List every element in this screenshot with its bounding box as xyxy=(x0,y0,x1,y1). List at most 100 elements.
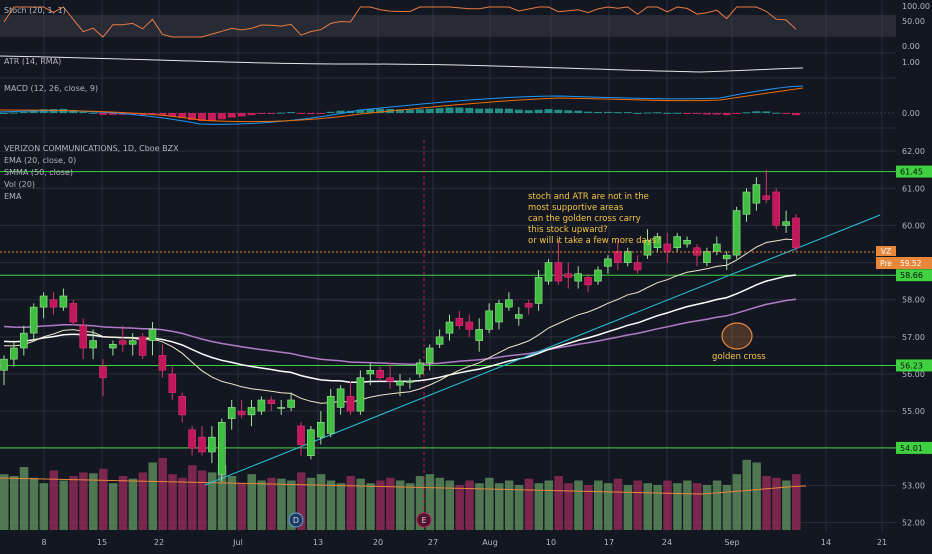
golden-cross-label: golden cross xyxy=(712,352,766,362)
candle-body xyxy=(495,303,503,323)
macd-hist-bar xyxy=(178,113,187,118)
macd-hist-bar xyxy=(782,113,791,114)
volume-bar xyxy=(574,480,583,530)
macd-hist-bar xyxy=(603,111,612,113)
candle-body xyxy=(148,329,157,341)
candle-body xyxy=(386,377,394,382)
volume-bar xyxy=(198,470,207,530)
candle-body xyxy=(227,407,236,419)
candle-body xyxy=(742,191,751,215)
atr-tick: 1.00 xyxy=(902,58,920,67)
price-panel: golden cross stoch and ATR are not in th… xyxy=(0,140,896,530)
golden-cross-ellipse[interactable] xyxy=(721,322,753,350)
macd-hist-bar xyxy=(544,109,553,113)
price-tag: 59.52 xyxy=(900,259,922,268)
candle-body xyxy=(59,295,68,308)
level-tags: 61.45 58.66 56.23 54.01 xyxy=(896,165,932,454)
earnings-marker-letter: E xyxy=(421,516,426,525)
candle-body xyxy=(406,381,414,383)
volume-bar xyxy=(178,477,187,530)
volume-bar xyxy=(0,474,9,530)
candle-body xyxy=(534,277,543,304)
x-tick-label: 14 xyxy=(821,538,831,547)
candle-body xyxy=(237,410,246,416)
candle-body xyxy=(119,340,127,345)
macd-panel: MACD (12, 26, close, 9) 0.00 xyxy=(0,84,920,125)
volume-bar xyxy=(366,483,375,530)
note-line-2: most supportive areas xyxy=(528,203,624,213)
earnings-marker[interactable]: E xyxy=(416,512,432,528)
volume-bar xyxy=(782,480,791,530)
annotation-note[interactable]: stoch and ATR are not in the most suppor… xyxy=(528,192,661,246)
volume-bar xyxy=(237,483,247,530)
volume-bar xyxy=(732,474,742,530)
candle-body xyxy=(564,273,573,278)
dividend-marker-circle xyxy=(288,512,304,528)
candle-body xyxy=(544,262,553,282)
legend-ema20: EMA (20, close, 0) xyxy=(4,156,76,165)
y-tick-label: 57.00 xyxy=(902,333,925,342)
time-axis[interactable]: 8 15 22 Jul 13 20 27 Aug 10 17 24 Sep 14 21 xyxy=(41,538,887,547)
candle-body xyxy=(554,262,563,282)
volume-bar xyxy=(514,485,524,530)
candle-body xyxy=(158,355,167,371)
volume-bar xyxy=(386,477,395,530)
candle-body xyxy=(89,340,97,349)
volume-ma xyxy=(0,477,807,495)
macd-hist-bar xyxy=(772,112,781,114)
volume-bar xyxy=(405,483,415,530)
volume-bar xyxy=(752,462,761,530)
candle-body xyxy=(396,381,404,386)
volume-bar xyxy=(59,480,68,530)
volume-bar xyxy=(158,458,167,530)
candle-body xyxy=(178,395,186,416)
x-tick-label: 15 xyxy=(97,538,107,547)
volume-bar xyxy=(9,476,19,530)
candle-body xyxy=(99,366,107,379)
level-tag-box xyxy=(896,359,932,372)
candle-body xyxy=(633,262,642,271)
macd-hist-bar xyxy=(148,113,157,115)
dividend-marker[interactable]: D xyxy=(288,512,304,528)
candle-body xyxy=(356,377,365,412)
candle-body xyxy=(247,407,256,416)
volume-bar xyxy=(693,483,702,530)
macd-hist-bar xyxy=(168,113,177,117)
x-tick-label: 10 xyxy=(546,538,556,547)
candle-body xyxy=(297,425,305,445)
note-line-5: or will it take a few more days? xyxy=(528,236,661,246)
volume-bar xyxy=(247,474,256,530)
volume-bar xyxy=(257,480,266,530)
candle-body xyxy=(762,195,771,200)
candle-body xyxy=(307,429,315,457)
volume-bar xyxy=(148,462,157,530)
volume-bar xyxy=(584,485,593,530)
macd-hist-bar xyxy=(158,113,167,116)
volume-bar xyxy=(673,483,682,530)
macd-hist-bar xyxy=(514,109,523,113)
stoch-tick-100: 100.00 xyxy=(902,2,930,11)
macd-hist-bar xyxy=(732,113,741,114)
macd-hist-bar xyxy=(465,108,474,113)
y-tick-label: 53.00 xyxy=(902,481,925,490)
volume-bar xyxy=(396,480,405,530)
volume-bar xyxy=(455,485,464,530)
candle-body xyxy=(109,343,117,349)
macd-hist-bar xyxy=(524,110,533,113)
volume-bar xyxy=(49,470,58,530)
candle-body xyxy=(663,243,672,252)
candle-body xyxy=(792,217,800,249)
volume-bar xyxy=(504,480,514,530)
candle-body xyxy=(0,358,8,371)
volume-bar xyxy=(79,472,88,530)
macd-hist-bar xyxy=(415,109,424,113)
macd-hist-bar xyxy=(435,108,444,113)
atr-panel: ATR (14, RMA) 1.00 xyxy=(0,55,920,73)
x-tick-label: 22 xyxy=(154,538,164,547)
candle-body xyxy=(613,251,622,263)
macd-hist-bar xyxy=(198,113,206,121)
macd-hist-bar xyxy=(267,113,276,114)
macd-hist-bar xyxy=(336,110,345,113)
trend-line[interactable] xyxy=(204,214,881,486)
